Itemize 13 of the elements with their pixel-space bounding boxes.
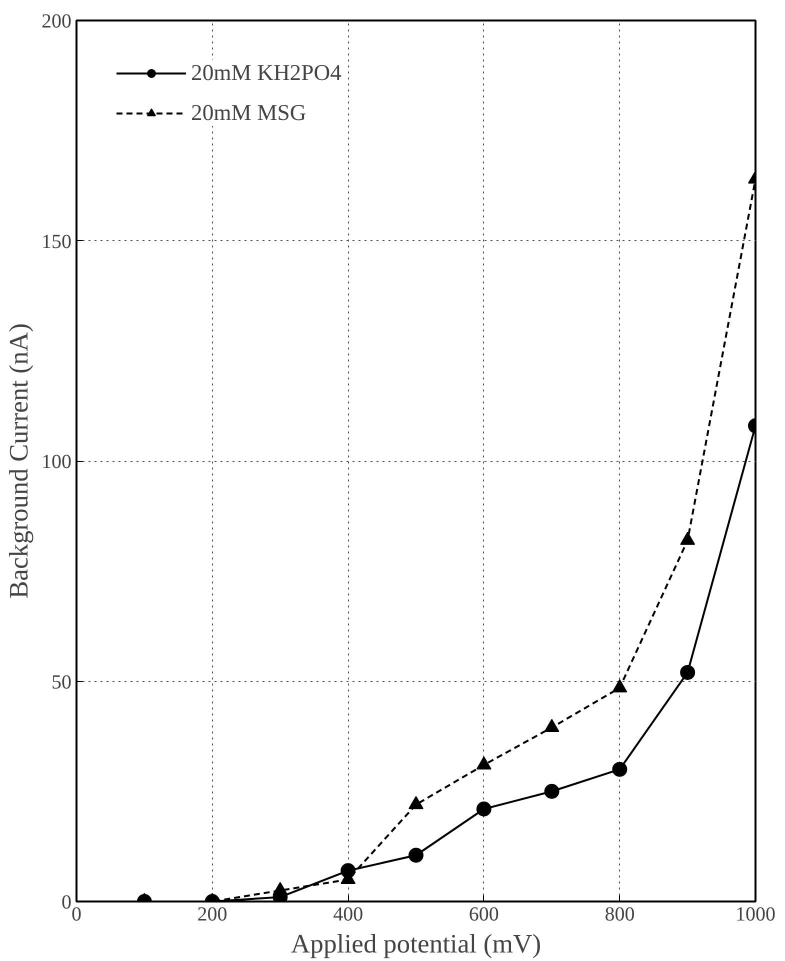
legend-label: 20mM KH2PO4 — [191, 60, 342, 86]
y-tick-label: 150 — [42, 230, 72, 253]
x-tick-label: 800 — [604, 904, 635, 926]
x-axis-title: Applied potential (mV) — [290, 928, 542, 958]
x-tick-label: 200 — [197, 904, 228, 926]
y-tick-label: 200 — [42, 10, 72, 32]
x-tick-label: 600 — [468, 904, 499, 926]
y-tick-label: 50 — [52, 671, 72, 694]
x-tick-label: 1000 — [736, 904, 776, 926]
y-tick-label: 100 — [42, 451, 72, 473]
legend-label: 20mM MSG — [191, 100, 306, 126]
y-axis-title: Background Current (nA) — [4, 323, 34, 599]
x-tick-label: 400 — [333, 904, 364, 926]
